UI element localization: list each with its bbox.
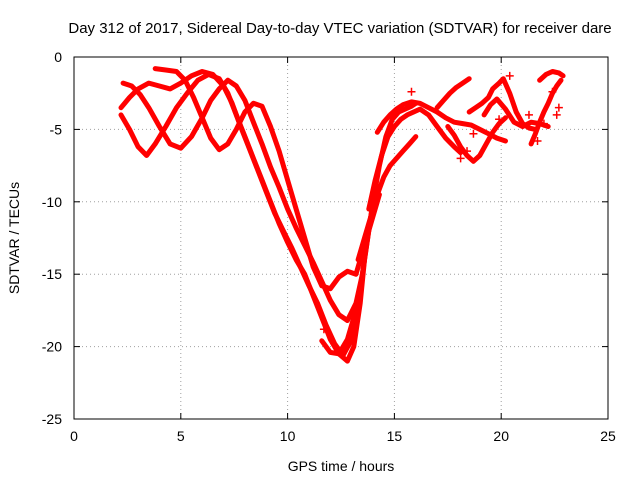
- series-arc-4: [152, 66, 382, 292]
- series-arc-7: [355, 134, 419, 263]
- scatter-point-marker: [463, 147, 472, 156]
- y-tick-label: -10: [42, 194, 62, 210]
- axis-ticks: 0 5 10 15 20 25 0 -5 -10 -15 -20 -25: [42, 49, 616, 444]
- series-arc-2: [118, 69, 361, 358]
- series-arc-14: [537, 69, 566, 83]
- series-arc-13: [528, 77, 564, 147]
- y-tick-label: -15: [42, 266, 62, 282]
- series-arc-6: [366, 106, 464, 212]
- chart-title: Day 312 of 2017, Sidereal Day-to-day VTE…: [68, 20, 611, 37]
- scatter-point-marker: [495, 115, 504, 124]
- x-tick-label: 25: [600, 428, 616, 444]
- series-arc-9: [445, 115, 508, 164]
- y-tick-label: -5: [50, 121, 63, 137]
- x-tick-label: 5: [177, 428, 185, 444]
- x-tick-label: 15: [387, 428, 403, 444]
- y-axis-label: SDTVAR / TECUs: [6, 182, 22, 294]
- scatter-point-marker: [407, 87, 416, 96]
- y-tick-label: -25: [42, 411, 62, 427]
- scatter-point-marker: [505, 71, 514, 80]
- x-tick-label: 10: [280, 428, 296, 444]
- x-tick-label: 0: [70, 428, 78, 444]
- data-series-layer: [118, 66, 566, 364]
- scatter-point-marker: [319, 325, 328, 334]
- grid: [74, 57, 608, 419]
- y-tick-label: 0: [54, 49, 62, 65]
- series-arc-10: [434, 76, 472, 111]
- x-tick-label: 20: [493, 428, 509, 444]
- scatter-point-marker: [533, 136, 542, 145]
- scatter-point-marker: [469, 129, 478, 138]
- plot-frame: [73, 56, 609, 420]
- y-tick-label: -20: [42, 339, 62, 355]
- x-axis-label: GPS time / hours: [288, 458, 395, 474]
- series-arc-8: [374, 99, 508, 144]
- scatter-point-marker: [524, 110, 533, 119]
- scatter-point-marker: [552, 110, 561, 119]
- scatter-point-marker: [548, 87, 557, 96]
- series-arc-3: [120, 77, 376, 323]
- scatter-point-marker: [539, 119, 548, 128]
- scatter-point-marker: [456, 154, 465, 163]
- scatter-point-marker: [554, 103, 563, 112]
